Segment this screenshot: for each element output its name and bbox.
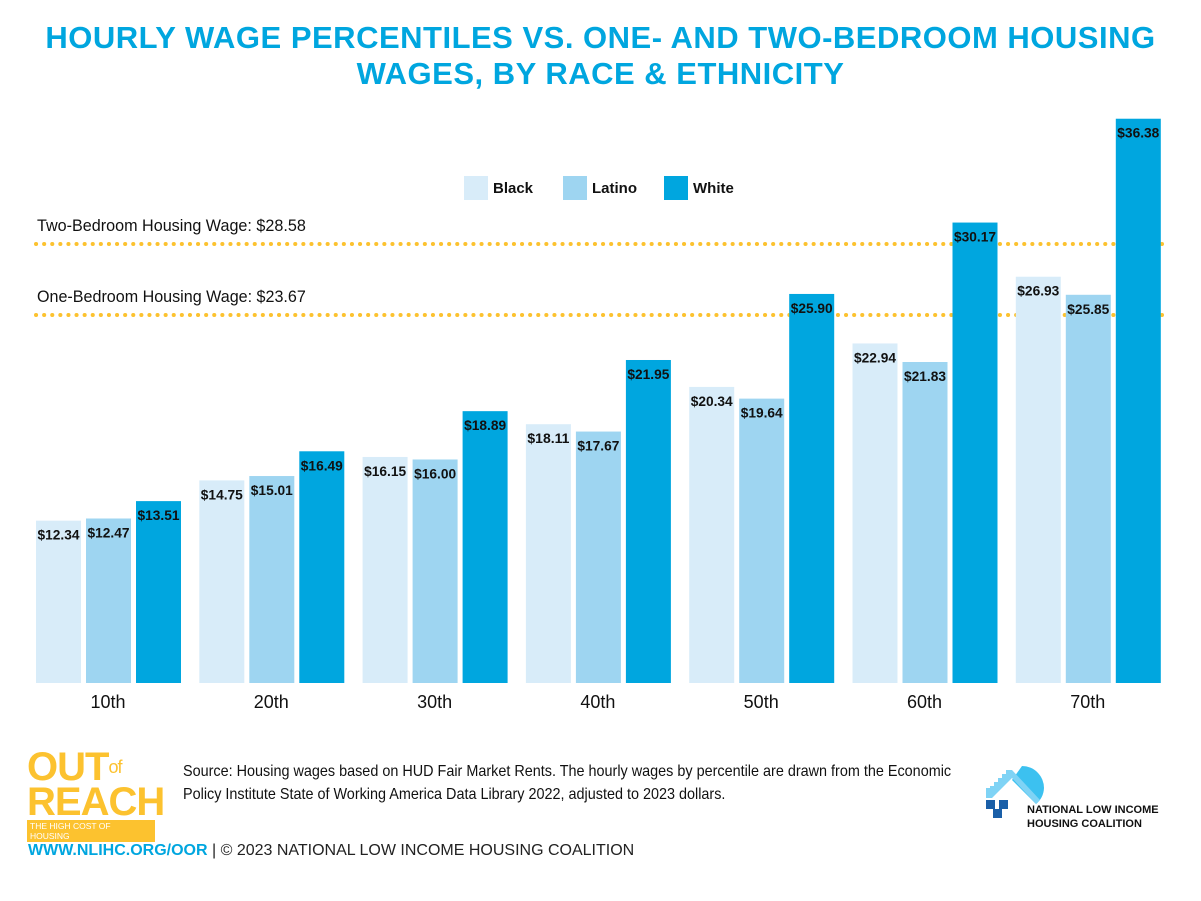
copyright: | © 2023 NATIONAL LOW INCOME HOUSING COA… bbox=[207, 842, 635, 859]
data-label: $16.15 bbox=[364, 463, 406, 479]
x-tick-label: 40th bbox=[580, 692, 615, 712]
x-tick-label: 10th bbox=[90, 692, 125, 712]
bar-latino-40th bbox=[575, 431, 621, 683]
data-label: $36.38 bbox=[1117, 125, 1159, 141]
data-label: $12.34 bbox=[38, 527, 80, 543]
data-label: $19.64 bbox=[741, 405, 783, 421]
legend-swatch-white bbox=[664, 176, 688, 200]
bar-black-60th bbox=[852, 343, 898, 683]
data-label: $21.83 bbox=[904, 368, 946, 384]
bar-black-20th bbox=[199, 480, 245, 683]
data-label: $22.94 bbox=[854, 349, 896, 365]
bar-chart: Two-Bedroom Housing Wage: $28.58 One-Bedr… bbox=[34, 118, 1167, 712]
data-label: $25.90 bbox=[791, 300, 833, 316]
nlihc-house-icon bbox=[986, 766, 1044, 818]
x-tick-label: 60th bbox=[907, 692, 942, 712]
bar-latino-50th bbox=[739, 398, 785, 683]
data-label: $21.95 bbox=[627, 366, 669, 382]
legend-label: Black bbox=[493, 180, 534, 197]
data-label: $25.85 bbox=[1067, 301, 1109, 317]
x-tick-label: 30th bbox=[417, 692, 452, 712]
data-label: $12.47 bbox=[88, 525, 130, 541]
reference-line-label: One-Bedroom Housing Wage: $23.67 bbox=[37, 287, 306, 306]
x-tick-label: 70th bbox=[1070, 692, 1105, 712]
bar-white-20th bbox=[299, 451, 345, 683]
x-tick-label: 20th bbox=[254, 692, 289, 712]
data-label: $17.67 bbox=[577, 438, 619, 454]
data-label: $16.49 bbox=[301, 457, 343, 473]
bar-white-70th bbox=[1115, 118, 1161, 684]
data-label: $18.11 bbox=[527, 430, 569, 446]
data-label: $26.93 bbox=[1017, 283, 1059, 299]
bar-white-30th bbox=[462, 411, 508, 683]
data-label: $13.51 bbox=[138, 507, 180, 523]
legend-label: White bbox=[693, 180, 734, 197]
bar-latino-70th bbox=[1065, 294, 1111, 683]
bar-white-40th bbox=[625, 359, 671, 683]
x-tick-label: 50th bbox=[744, 692, 779, 712]
bar-white-50th bbox=[789, 293, 835, 683]
source-note: Source: Housing wages based on HUD Fair … bbox=[183, 763, 952, 803]
bar-latino-30th bbox=[412, 459, 458, 683]
nlihc-logo: NATIONAL LOW INCOME HOUSING COALITION bbox=[1027, 804, 1159, 830]
bar-white-60th bbox=[952, 222, 998, 683]
footer: WWW.NLIHC.ORG/OOR | © 2023 NATIONAL LOW … bbox=[28, 842, 634, 860]
bar-latino-20th bbox=[249, 476, 295, 683]
bar-black-30th bbox=[362, 456, 408, 683]
legend-swatch-black bbox=[464, 176, 488, 200]
bar-black-40th bbox=[525, 424, 571, 683]
bar-black-50th bbox=[689, 386, 735, 683]
data-label: $30.17 bbox=[954, 229, 996, 245]
bar-latino-60th bbox=[902, 362, 948, 683]
data-label: $14.75 bbox=[201, 486, 243, 502]
out-of-reach-logo: OUTof REACH THE HIGH COST OF HOUSING bbox=[27, 745, 165, 842]
chart-title: HOURLY WAGE PERCENTILES VS. ONE- AND TWO… bbox=[45, 20, 1156, 91]
data-label: $15.01 bbox=[251, 482, 293, 498]
website-link[interactable]: WWW.NLIHC.ORG/OOR bbox=[28, 842, 208, 859]
bar-latino-10th bbox=[86, 518, 131, 683]
bar-black-70th bbox=[1015, 276, 1061, 683]
data-label: $20.34 bbox=[691, 393, 733, 409]
bar-white-10th bbox=[136, 501, 181, 683]
legend-label: Latino bbox=[592, 180, 637, 197]
reference-line-label: Two-Bedroom Housing Wage: $28.58 bbox=[37, 216, 306, 235]
bar-black-10th bbox=[36, 520, 81, 683]
data-label: $16.00 bbox=[414, 465, 456, 481]
legend-swatch-latino bbox=[563, 176, 587, 200]
data-label: $18.89 bbox=[464, 417, 506, 433]
